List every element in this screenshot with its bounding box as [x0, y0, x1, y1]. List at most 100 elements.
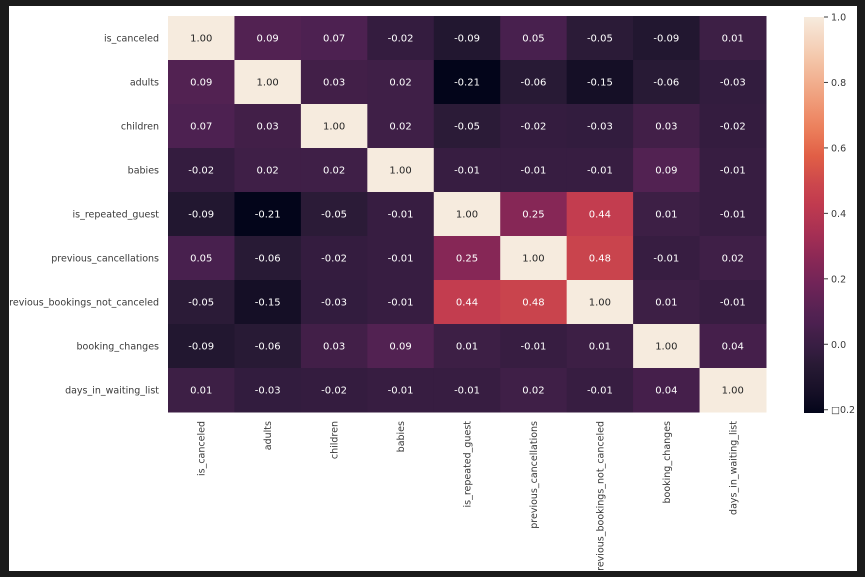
heatmap-cell [500, 236, 568, 281]
heatmap-cell [699, 280, 767, 325]
cell-annotation: -0.01 [388, 298, 414, 309]
cell-annotation: -0.02 [521, 122, 547, 133]
heatmap-cell [699, 368, 767, 413]
colorbar-tick-label: 0.2 [831, 274, 846, 285]
heatmap-cell [300, 368, 368, 413]
heatmap-cell [168, 148, 235, 193]
cell-annotation: -0.02 [388, 34, 414, 45]
heatmap-cell [566, 368, 634, 413]
x-tick-label: previous_cancellations [529, 421, 540, 529]
cell-annotation: 0.09 [655, 166, 677, 177]
heatmap-cell [633, 280, 701, 325]
heatmap-cell [500, 148, 568, 193]
correlation-heatmap: 1.00 0.09 0.07 -0.02 -0.09 0.05 -0.05 -0.09 0.01… [9, 13, 855, 572]
heatmap-cell [168, 324, 235, 369]
cell-annotation: -0.01 [720, 210, 746, 221]
cell-annotation: -0.01 [653, 254, 679, 265]
heatmap-cell [566, 60, 634, 105]
cell-annotation: 0.09 [190, 78, 212, 89]
cell-annotation: -0.02 [720, 122, 746, 133]
heatmap-cell [168, 368, 235, 413]
heatmap-cell [367, 368, 435, 413]
heatmap-cell [633, 104, 701, 149]
cell-annotation: -0.05 [454, 122, 480, 133]
x-tick-label: is_canceled [197, 421, 208, 476]
cell-annotation: 0.01 [456, 342, 478, 353]
cell-annotation: 0.09 [389, 342, 411, 353]
heatmap-cell [168, 192, 235, 237]
cell-annotation: -0.01 [587, 386, 613, 397]
heatmap-cell [367, 236, 435, 281]
heatmap-cell [633, 60, 701, 105]
heatmap-cell [367, 60, 435, 105]
cell-annotation: 0.07 [323, 34, 345, 45]
heatmap-cell [234, 192, 302, 237]
heatmap-cell [699, 236, 767, 281]
cell-annotation: -0.06 [653, 78, 679, 89]
y-tick-label: adults [130, 78, 159, 89]
heatmap-cell [566, 324, 634, 369]
cell-annotation: 0.04 [722, 342, 744, 353]
heatmap-cell [300, 280, 368, 325]
cell-annotation: 0.02 [722, 254, 744, 265]
heatmap-cell [566, 280, 634, 325]
heatmap-cell [300, 104, 368, 149]
cell-annotation: -0.01 [388, 254, 414, 265]
heatmap-cell [234, 104, 302, 149]
heatmap-cell [433, 280, 501, 325]
cell-annotation: -0.01 [720, 298, 746, 309]
cell-annotation: -0.15 [587, 78, 613, 89]
heatmap-cell [633, 324, 701, 369]
cell-annotation: -0.02 [188, 166, 214, 177]
heatmap-cell [300, 60, 368, 105]
colorbar-tick-label: 0.4 [831, 209, 846, 220]
x-tick-label: babies [396, 421, 407, 452]
y-tick-label: previous_bookings_not_canceled [9, 298, 159, 309]
cell-annotation: -0.03 [255, 386, 281, 397]
heatmap-cell [433, 148, 501, 193]
cell-annotation: -0.01 [454, 386, 480, 397]
heatmap-cell [500, 192, 568, 237]
heatmap-cell [367, 148, 435, 193]
cell-annotation: 0.04 [655, 386, 677, 397]
heatmap-cell [566, 236, 634, 281]
heatmap-cell [500, 368, 568, 413]
heatmap-cell [566, 192, 634, 237]
cell-annotation: 1.00 [257, 78, 279, 89]
cell-annotation: -0.05 [321, 210, 347, 221]
figure-canvas: 1.00 0.09 0.07 -0.02 -0.09 0.05 -0.05 -0.09 0.01… [9, 6, 857, 571]
heatmap-cell [234, 16, 302, 61]
heatmap-cell [367, 280, 435, 325]
cell-annotation: -0.02 [321, 254, 347, 265]
cell-annotation: 0.01 [655, 210, 677, 221]
heatmap-cell [433, 324, 501, 369]
heatmap-cell [234, 324, 302, 369]
cell-annotation: 0.25 [522, 210, 544, 221]
y-tick-label: is_canceled [104, 34, 159, 45]
x-tick-label: adults [263, 421, 274, 450]
x-tick-label: children [330, 421, 341, 459]
heatmap-cell [300, 148, 368, 193]
cell-annotation: -0.03 [321, 298, 347, 309]
cell-annotation: 1.00 [589, 298, 611, 309]
heatmap-cell [500, 104, 568, 149]
cell-annotation: 0.01 [722, 34, 744, 45]
cell-annotation: -0.01 [521, 166, 547, 177]
cell-annotation: 0.02 [257, 166, 279, 177]
cell-annotation: -0.01 [388, 210, 414, 221]
heatmap-cell [633, 236, 701, 281]
cell-annotation: 0.05 [522, 34, 544, 45]
heatmap-cell [234, 368, 302, 413]
colorbar-tick-label: 0.0 [831, 340, 846, 351]
cell-annotation: 0.02 [323, 166, 345, 177]
colorbar-gradient [804, 17, 824, 413]
heatmap-cell [500, 16, 568, 61]
colorbar-tick-label: □0.2 [831, 405, 855, 416]
heatmap-cell [234, 236, 302, 281]
cell-annotation: -0.03 [587, 122, 613, 133]
heatmap-cell [168, 60, 235, 105]
y-tick-label: is_repeated_guest [73, 210, 160, 221]
heatmap-cell [168, 104, 235, 149]
cell-annotation: 0.03 [323, 342, 345, 353]
cell-annotation: -0.06 [521, 78, 547, 89]
